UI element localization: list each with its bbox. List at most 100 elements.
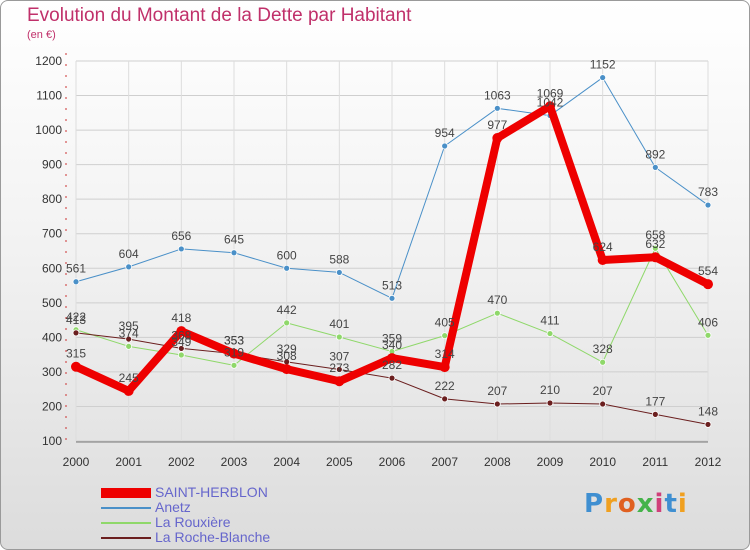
data-point-la-roche-blanche xyxy=(177,345,185,352)
data-label: 328 xyxy=(593,342,613,356)
data-point-anetz xyxy=(125,263,133,271)
data-label: 656 xyxy=(171,229,191,243)
data-point-la-roche-blanche xyxy=(704,421,712,428)
legend-label: SAINT-HERBLON xyxy=(155,484,268,500)
data-label: 353 xyxy=(224,334,244,348)
data-label: 632 xyxy=(645,237,665,251)
data-point-anetz xyxy=(493,104,501,112)
data-point-saint-herblon xyxy=(492,133,503,144)
x-tick-label: 2000 xyxy=(63,455,90,469)
x-tick-label: 2002 xyxy=(168,455,195,469)
data-point-anetz xyxy=(599,74,607,81)
data-label: 353 xyxy=(224,334,244,348)
data-point-anetz xyxy=(441,142,449,150)
data-point-saint-herblon xyxy=(597,254,608,265)
y-tick-label: 500 xyxy=(42,296,62,310)
data-label: 368 xyxy=(171,328,191,342)
data-point-la-rouxi-re xyxy=(177,351,185,359)
data-label: 177 xyxy=(645,394,665,408)
data-label: 442 xyxy=(277,303,297,317)
data-label: 1069 xyxy=(537,86,564,100)
logo-letter: P xyxy=(584,489,605,519)
data-point-saint-herblon xyxy=(123,385,134,396)
data-point-saint-herblon xyxy=(650,252,661,263)
data-label: 411 xyxy=(540,314,559,328)
data-label: 561 xyxy=(66,262,86,276)
data-label: 418 xyxy=(171,311,191,325)
y-tick-label: 1000 xyxy=(35,123,62,137)
data-label: 308 xyxy=(277,349,297,363)
data-label: 314 xyxy=(435,347,455,361)
data-label: 401 xyxy=(329,317,349,331)
data-point-saint-herblon xyxy=(703,279,713,290)
data-label: 282 xyxy=(382,358,402,372)
data-label: 406 xyxy=(698,315,718,329)
data-label: 307 xyxy=(329,349,349,363)
data-point-saint-herblon xyxy=(71,361,81,372)
y-tick-label: 600 xyxy=(42,261,62,275)
data-label: 470 xyxy=(487,293,507,307)
data-label: 374 xyxy=(119,326,139,340)
data-label: 413 xyxy=(66,313,86,327)
data-label: 405 xyxy=(435,316,455,330)
data-label: 645 xyxy=(224,233,244,247)
data-label: 319 xyxy=(224,345,244,359)
data-label: 395 xyxy=(119,319,139,333)
data-point-anetz xyxy=(72,278,80,286)
data-point-anetz xyxy=(335,269,343,276)
data-label: 148 xyxy=(698,404,718,418)
data-label: 329 xyxy=(277,342,297,356)
data-label: 273 xyxy=(329,361,349,375)
data-label: 783 xyxy=(698,185,718,199)
y-tick-label: 100 xyxy=(42,434,62,448)
data-point-la-roche-blanche xyxy=(125,335,133,343)
data-label: 588 xyxy=(329,252,349,266)
data-label: 658 xyxy=(645,228,665,242)
data-label: 210 xyxy=(540,383,560,397)
data-point-la-roche-blanche xyxy=(599,400,607,408)
data-point-saint-herblon xyxy=(281,364,292,375)
logo-letter: i xyxy=(654,489,665,519)
legend-swatch xyxy=(101,537,151,539)
data-point-la-roche-blanche xyxy=(546,399,554,407)
data-point-saint-herblon xyxy=(229,348,239,359)
data-label: 245 xyxy=(119,371,139,385)
data-point-anetz xyxy=(651,163,659,171)
legend-label: La Rouxière xyxy=(155,514,231,530)
data-point-saint-herblon xyxy=(545,101,555,112)
y-tick-label: 400 xyxy=(42,330,62,344)
data-point-saint-herblon xyxy=(387,353,397,364)
data-label: 222 xyxy=(435,379,455,393)
data-label: 207 xyxy=(487,384,507,398)
data-label: 892 xyxy=(645,147,665,161)
legend-label: La Roche-Blanche xyxy=(155,529,271,545)
data-label: 1042 xyxy=(537,96,564,110)
legend-swatch xyxy=(101,488,151,498)
data-point-la-rouxi-re xyxy=(599,358,607,366)
data-point-la-roche-blanche xyxy=(388,374,396,382)
data-point-la-rouxi-re xyxy=(704,331,712,339)
data-point-saint-herblon xyxy=(334,376,345,387)
data-label: 422 xyxy=(66,310,86,324)
data-point-saint-herblon xyxy=(439,362,450,373)
data-label: 513 xyxy=(382,278,402,292)
legend-swatch xyxy=(101,522,151,524)
data-label: 954 xyxy=(435,126,455,140)
x-tick-label: 2003 xyxy=(221,455,248,469)
x-tick-label: 2001 xyxy=(115,455,142,469)
data-label: 359 xyxy=(382,332,402,346)
x-tick-label: 2007 xyxy=(431,455,458,469)
data-label: 315 xyxy=(66,347,86,361)
data-label: 1063 xyxy=(484,88,511,102)
data-point-saint-herblon xyxy=(176,326,187,337)
data-point-la-rouxi-re xyxy=(546,330,554,337)
data-point-la-rouxi-re xyxy=(335,333,343,341)
data-label: 977 xyxy=(487,118,507,132)
data-label: 554 xyxy=(698,264,718,278)
data-point-la-rouxi-re xyxy=(493,309,501,317)
data-point-anetz xyxy=(704,201,712,209)
data-label: 604 xyxy=(119,247,139,261)
x-tick-label: 2012 xyxy=(695,455,722,469)
